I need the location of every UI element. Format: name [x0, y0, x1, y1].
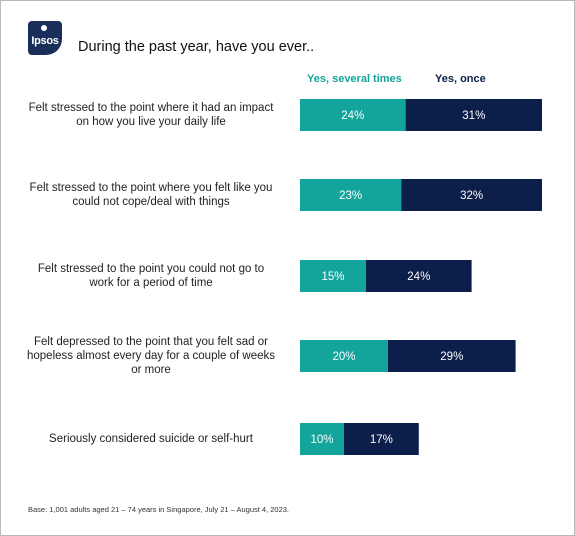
bar-segment-once-2	[401, 179, 542, 211]
data-label-once-1: 31%	[462, 110, 485, 122]
chart-title: During the past year, have you ever..	[78, 39, 315, 55]
bar-segment-once-3	[366, 260, 472, 292]
category-label-line: or more	[131, 364, 171, 376]
category-label-5: Seriously considered suicide or self-hur…	[11, 432, 291, 446]
ipsos-logo: Ipsos	[28, 21, 62, 55]
data-label-once-3: 24%	[407, 271, 430, 283]
category-label-line: hopeless almost every day for a couple o…	[26, 350, 276, 362]
category-label-line: Felt depressed to the point that you fel…	[34, 336, 268, 348]
data-label-once-2: 32%	[460, 190, 483, 202]
data-label-several-times-5: 10%	[310, 434, 333, 446]
bar-segment-once-1	[405, 99, 542, 131]
category-label-4: Felt depressed to the point that you fel…	[11, 335, 291, 377]
data-label-several-times-4: 20%	[332, 351, 355, 363]
footnote: Base: 1,001 adults aged 21 – 74 years in…	[28, 505, 290, 514]
data-label-several-times-3: 15%	[321, 271, 344, 283]
bar-segment-once-4	[388, 340, 516, 372]
category-label-line: on how you live your daily life	[76, 116, 226, 128]
logo-text: Ipsos	[31, 35, 59, 47]
data-label-once-4: 29%	[440, 351, 463, 363]
bar-segment-several-times-3	[300, 260, 366, 292]
category-label-1: Felt stressed to the point where it had …	[11, 101, 291, 129]
category-label-line: work for a period of time	[89, 277, 213, 289]
category-label-2: Felt stressed to the point where you fel…	[11, 181, 291, 209]
category-label-line: Felt stressed to the point where you fel…	[29, 182, 273, 194]
bar-segment-once-5	[344, 423, 419, 455]
category-label-line: Felt stressed to the point you could not…	[37, 263, 265, 275]
data-label-once-5: 17%	[370, 434, 393, 446]
category-label-line: Felt stressed to the point where it had …	[28, 102, 274, 114]
logo-dot-icon	[41, 25, 47, 31]
legend-entry-several-times: Yes, several times	[307, 73, 402, 85]
bar-segment-several-times-5	[300, 423, 344, 455]
data-label-several-times-2: 23%	[339, 190, 362, 202]
bar-segment-several-times-2	[300, 179, 402, 211]
bar-segment-several-times-4	[300, 340, 388, 372]
category-label-line: could not cope/deal with things	[72, 196, 230, 208]
category-label-3: Felt stressed to the point you could not…	[11, 262, 291, 290]
bar-segment-several-times-1	[300, 99, 406, 131]
category-label-line: Seriously considered suicide or self-hur…	[49, 433, 253, 445]
data-label-several-times-1: 24%	[341, 110, 364, 122]
legend-entry-once: Yes, once	[435, 73, 486, 85]
